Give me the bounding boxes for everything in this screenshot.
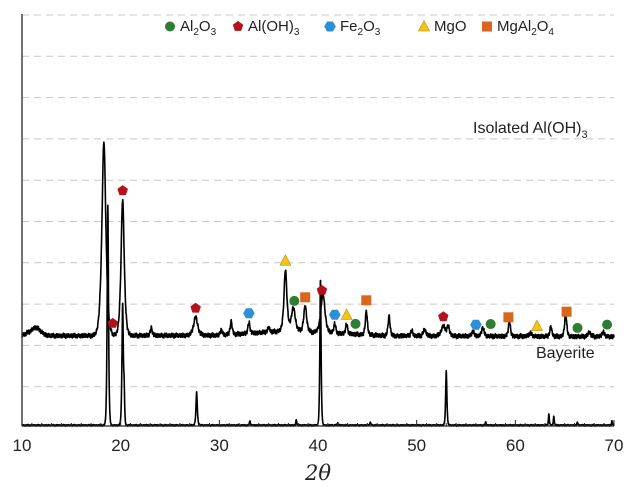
legend-label-sub2: 3: [211, 27, 217, 38]
phase-marker-circle: [572, 322, 583, 333]
legend-label: Al(OH)3: [248, 18, 300, 38]
phase-marker-triangle: [279, 254, 292, 266]
legend-label-sub2: 3: [375, 27, 381, 38]
x-tick-label: 60: [506, 436, 525, 455]
legend-label-sub2: 4: [548, 27, 554, 38]
series-line-isolated: [21, 141, 615, 340]
legend-item: Al2O3: [165, 18, 217, 38]
series-label: Isolated Al(OH)3: [473, 120, 588, 141]
legend-label-sub: 2: [193, 27, 199, 38]
phase-marker-triangle: [531, 319, 543, 331]
legend-label-base2: O: [363, 18, 375, 35]
series-line-bayerite: [21, 204, 615, 427]
legend-label-base2: O: [537, 18, 549, 35]
legend-pentagon-icon: [232, 21, 244, 31]
phase-markers: [107, 185, 613, 333]
legend-circle-icon: [165, 21, 175, 32]
phase-marker-triangle: [340, 308, 353, 320]
series-label-sub: 3: [581, 129, 587, 141]
phase-marker-circle: [485, 319, 496, 330]
legend-label-base: Al: [180, 18, 193, 35]
legend-label-base: Fe: [340, 18, 358, 35]
phase-marker-hexagon: [329, 309, 341, 320]
series-label-main: Isolated Al(OH): [473, 120, 581, 137]
legend-square-icon: [482, 21, 492, 32]
x-tick-label: 50: [407, 436, 426, 455]
phase-marker-pentagon: [190, 302, 201, 313]
legend-hexagon-icon: [324, 21, 336, 32]
phase-marker-pentagon: [316, 284, 328, 295]
legend-label: Fe2O3: [340, 18, 381, 38]
phase-marker-circle: [602, 319, 613, 330]
phase-marker-hexagon: [243, 308, 255, 319]
phase-marker-pentagon: [438, 311, 449, 322]
phase-marker-square: [361, 295, 372, 306]
series-layer: Isolated Al(OH)3 Bayerite: [21, 120, 615, 427]
legend-label: MgAl2O4: [497, 18, 554, 38]
legend-label-sub: 3: [294, 27, 300, 38]
x-tick-label: 70: [605, 436, 624, 455]
legend: Al2O3 Al(OH)3 Fe2O3 MgO MgAl2O4: [165, 18, 554, 38]
legend-label-sub: 2: [358, 27, 364, 38]
phase-marker-pentagon: [107, 317, 118, 328]
x-tick-label: 30: [210, 436, 229, 455]
series-label: Bayerite: [536, 345, 595, 362]
x-tick-label: 20: [111, 436, 130, 455]
legend-triangle-icon: [418, 19, 430, 32]
x-axis-title: 2θ: [304, 461, 331, 485]
phase-marker-square: [503, 312, 514, 323]
legend-label-base: MgO: [434, 18, 467, 35]
x-tick-label: 10: [13, 436, 32, 455]
legend-label-sub: 2: [531, 27, 537, 38]
series-label-main: Bayerite: [536, 345, 595, 362]
legend-label-base: Al(OH): [248, 18, 294, 35]
legend-item: Al(OH)3: [232, 18, 300, 38]
axes: 10 20 30 40 50 60 70: [13, 14, 624, 455]
phase-marker-square: [300, 292, 311, 303]
legend-label: Al2O3: [180, 18, 217, 38]
legend-item: MgAl2O4: [482, 18, 554, 38]
legend-label-base2: O: [199, 18, 211, 35]
phase-marker-circle: [350, 318, 361, 329]
legend-item: Fe2O3: [324, 18, 381, 38]
legend-item: MgO: [418, 18, 467, 35]
x-tick-label: 40: [309, 436, 328, 455]
phase-marker-hexagon: [470, 319, 482, 330]
legend-label-base: MgAl: [497, 18, 531, 35]
phase-marker-circle: [289, 295, 300, 306]
phase-marker-pentagon: [117, 185, 128, 196]
phase-marker-square: [561, 306, 572, 317]
legend-label: MgO: [434, 18, 467, 35]
